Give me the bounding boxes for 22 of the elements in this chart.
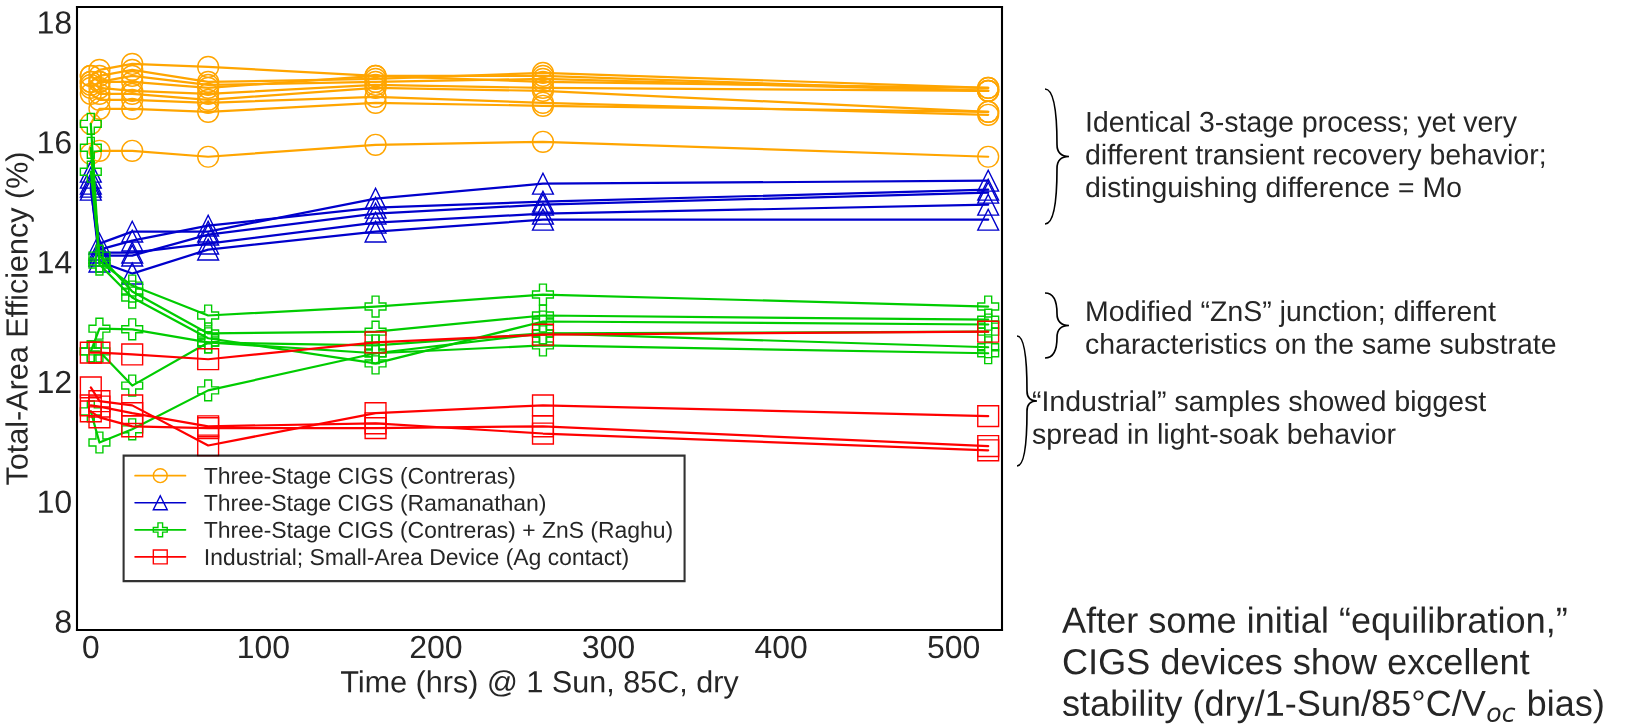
legend-label: Three-Stage CIGS (Ramanathan)	[204, 494, 546, 516]
x-tick-label: 500	[928, 635, 980, 659]
x-tick-label: 0	[83, 635, 99, 659]
x-tick-label: 100	[239, 635, 289, 659]
y-axis-title: Total-Area Efficiency (%)	[5, 153, 34, 485]
text: Identical 3-stage process; yet very different transient recovery behavior; distinguishing difference = Mo	[1086, 111, 1545, 203]
y-tick-label: 12	[39, 370, 71, 393]
x-tick-label: 300	[583, 635, 634, 659]
legend-label: Three-Stage CIGS (Contreras) + ZnS (Raghu)	[204, 521, 672, 543]
legend-label: Industrial; Small-Area Device (Ag contact)	[205, 548, 628, 570]
y-tick-label: 10	[39, 490, 71, 514]
x-tick-label: 200	[410, 635, 462, 659]
x-axis-title: Time (hrs) @ 1 Sun, 85C, dry	[341, 670, 739, 699]
y-tick-label: 8	[55, 610, 71, 633]
y-tick-label: 18	[39, 11, 71, 34]
text: “Industrial” samples showed biggest spread in light-soak behavior	[1032, 390, 1486, 450]
x-tick-label: 400	[755, 635, 807, 659]
legend-label: Three-Stage CIGS (Contreras)	[204, 467, 515, 489]
text: After some initial “equilibration,” CIGS devices show excellent stability (dry/1-Sun/85°C/V$_{oc}$ bias)	[1062, 606, 1603, 724]
y-tick-label: 16	[39, 131, 71, 154]
text: Modified “ZnS” junction; different characteristics on the same substrate	[1086, 300, 1556, 355]
y-tick-label: 14	[39, 251, 72, 274]
